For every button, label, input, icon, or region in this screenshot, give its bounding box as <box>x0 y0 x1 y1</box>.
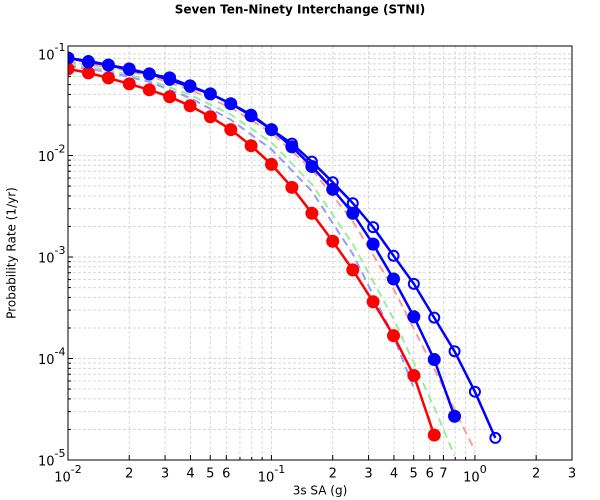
data-point <box>143 67 156 80</box>
data-point <box>387 249 400 262</box>
data-point <box>427 353 441 367</box>
data-point <box>346 197 359 210</box>
data-point <box>68 62 75 76</box>
series-line <box>68 56 497 439</box>
data-point <box>387 272 401 286</box>
data-point <box>184 80 197 93</box>
data-point <box>244 139 258 153</box>
data-point <box>264 157 278 171</box>
data-point <box>427 428 441 442</box>
data-point <box>81 66 95 80</box>
data-point <box>101 71 115 85</box>
x-tick-label: 3 <box>364 467 372 482</box>
data-point <box>163 73 176 86</box>
x-tick-label: 2 <box>125 467 133 482</box>
x-tick-label: 3 <box>568 467 576 482</box>
x-tick-label: 2 <box>532 467 540 482</box>
data-point <box>224 97 237 110</box>
x-tick-label: 10-2 <box>54 463 82 486</box>
data-point <box>163 90 177 104</box>
y-tick-label: 10-5 <box>38 447 66 470</box>
series-line <box>68 67 436 436</box>
x-tick-label: 6 <box>222 467 230 482</box>
x-tick-exponent: 0 <box>480 463 487 476</box>
x-tick-label: 5 <box>206 467 214 482</box>
data-point <box>245 108 258 121</box>
data-point <box>285 180 299 194</box>
data-point <box>326 234 340 248</box>
plot-frame <box>67 45 573 461</box>
data-point <box>123 63 136 76</box>
series-line <box>68 63 456 457</box>
chart-title: Seven Ten-Ninety Interchange (STNI) <box>175 3 426 17</box>
data-point <box>68 52 74 64</box>
y-axis-label: Probability Rate (1/yr) <box>5 187 19 319</box>
data-point <box>387 329 401 343</box>
data-point <box>489 431 502 444</box>
series-line <box>68 65 415 389</box>
data-point <box>122 77 136 91</box>
plot-area <box>68 51 502 457</box>
data-point <box>305 206 319 220</box>
series-line <box>68 61 476 451</box>
x-tick-exponent: -2 <box>71 463 82 476</box>
x-tick-label: 10-1 <box>258 463 286 486</box>
data-point <box>142 83 156 97</box>
data-point <box>448 345 461 358</box>
data-point <box>428 311 441 324</box>
x-tick-label: 4 <box>186 467 194 482</box>
data-point <box>366 295 380 309</box>
x-tick-label: 7 <box>439 467 447 482</box>
data-point <box>468 385 481 398</box>
x-tick-label: 3 <box>161 467 169 482</box>
data-point <box>448 409 462 423</box>
data-point <box>224 123 238 137</box>
y-tick-label: 10-2 <box>38 143 66 166</box>
y-tick-label: 10-3 <box>38 244 66 267</box>
x-tick-exponent: -1 <box>274 463 285 476</box>
x-tick-label: 4 <box>390 467 398 482</box>
y-tick-exponent: -2 <box>55 143 66 156</box>
data-point <box>367 221 380 234</box>
data-point <box>183 99 197 113</box>
data-point <box>204 87 217 100</box>
y-tick-exponent: -5 <box>55 447 66 460</box>
y-tick-exponent: -1 <box>55 41 66 54</box>
series-line <box>68 56 456 417</box>
data-point <box>285 140 299 154</box>
y-tick-label: 10-1 <box>38 41 66 64</box>
y-tick-exponent: -3 <box>55 244 66 257</box>
x-axis-label: 3s SA (g) <box>293 484 348 498</box>
data-point <box>82 54 95 67</box>
data-point <box>102 58 115 71</box>
data-point <box>407 369 421 383</box>
data-point <box>326 176 339 189</box>
data-point <box>407 310 421 324</box>
y-tick-exponent: -4 <box>55 346 66 359</box>
x-tick-label: 6 <box>426 467 434 482</box>
x-tick-label: 100 <box>463 463 487 486</box>
data-point <box>203 110 217 124</box>
data-point <box>265 123 278 136</box>
x-tick-label: 2 <box>329 467 337 482</box>
data-point <box>407 277 420 290</box>
data-point <box>366 237 380 251</box>
data-point <box>305 155 318 168</box>
x-tick-label: 5 <box>410 467 418 482</box>
data-point <box>285 137 298 150</box>
data-point <box>346 263 360 277</box>
grid <box>67 46 573 461</box>
y-tick-label: 10-4 <box>38 346 66 369</box>
